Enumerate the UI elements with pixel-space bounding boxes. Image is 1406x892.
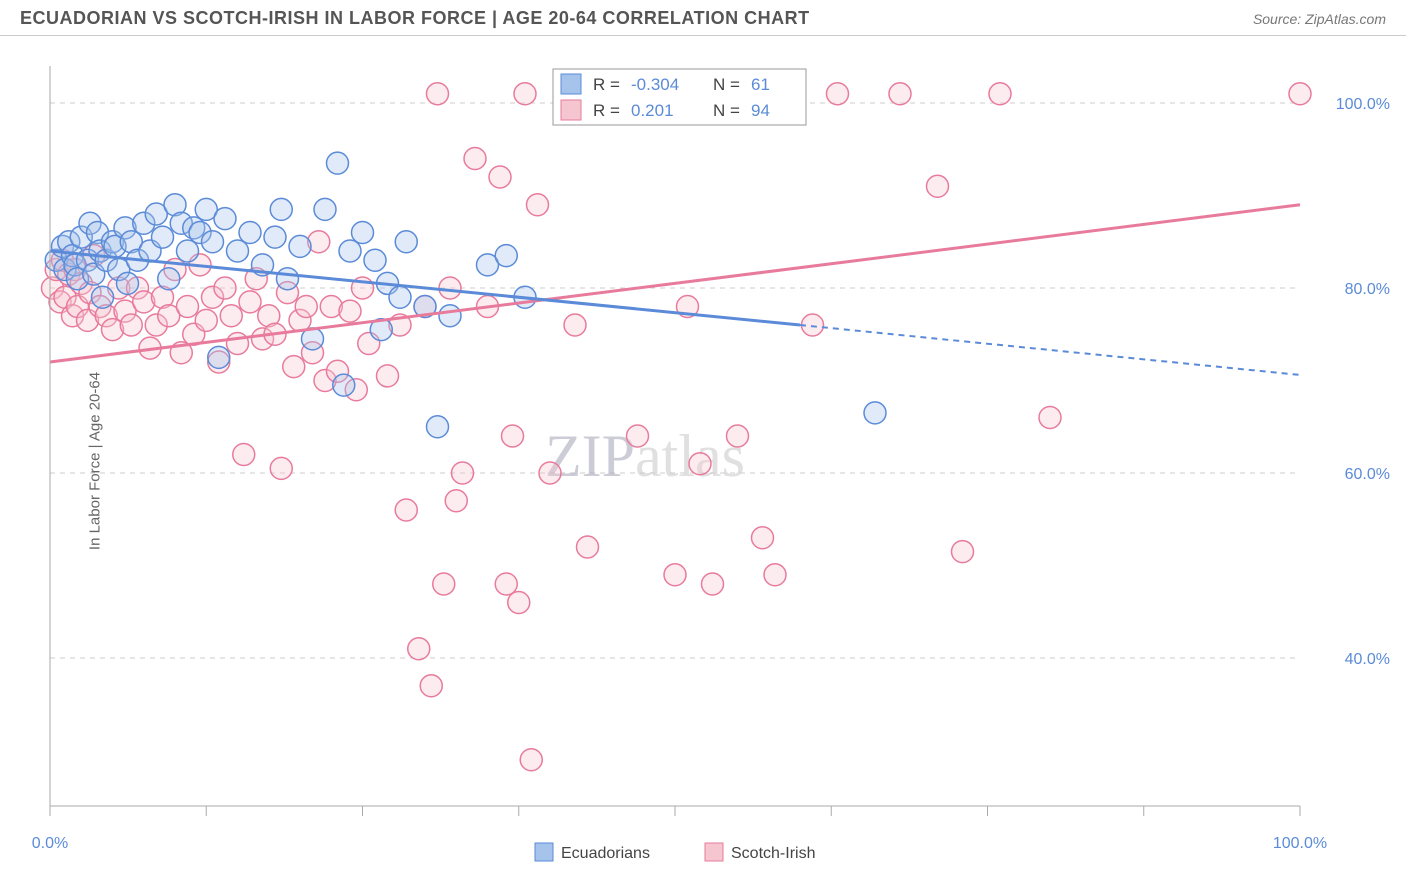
data-point	[514, 83, 536, 105]
chart-container: In Labor Force | Age 20-64 40.0%60.0%80.…	[0, 36, 1406, 886]
data-point	[433, 573, 455, 595]
stats-r-value: 0.201	[631, 101, 674, 120]
data-point	[283, 356, 305, 378]
stats-n-value: 94	[751, 101, 770, 120]
y-tick-label: 40.0%	[1345, 651, 1390, 668]
data-point	[452, 462, 474, 484]
data-point	[502, 425, 524, 447]
data-point	[202, 231, 224, 253]
data-point	[152, 226, 174, 248]
data-point	[214, 208, 236, 230]
trend-line-ecuadorians-extrapolated	[800, 325, 1300, 375]
data-point	[389, 286, 411, 308]
data-point	[664, 564, 686, 586]
data-point	[864, 402, 886, 424]
data-point	[927, 175, 949, 197]
trend-line-scotch-irish	[50, 205, 1300, 362]
data-point	[264, 226, 286, 248]
stats-n-value: 61	[751, 75, 770, 94]
data-point	[439, 305, 461, 327]
data-point	[1289, 83, 1311, 105]
data-point	[395, 499, 417, 521]
data-point	[214, 277, 236, 299]
data-point	[120, 314, 142, 336]
data-point	[427, 83, 449, 105]
data-point	[364, 249, 386, 271]
data-point	[520, 749, 542, 771]
data-point	[177, 296, 199, 318]
y-axis-label: In Labor Force | Age 20-64	[87, 372, 104, 550]
data-point	[539, 462, 561, 484]
y-tick-label: 60.0%	[1345, 466, 1390, 483]
data-point	[989, 83, 1011, 105]
data-point	[327, 152, 349, 174]
correlation-scatter-chart: 40.0%60.0%80.0%100.0%ZIPatlas0.0%100.0%R…	[0, 36, 1406, 886]
data-point	[270, 457, 292, 479]
data-point	[339, 300, 361, 322]
data-point	[195, 309, 217, 331]
data-point	[764, 564, 786, 586]
data-point	[270, 198, 292, 220]
data-point	[527, 194, 549, 216]
data-point	[352, 222, 374, 244]
data-point	[489, 166, 511, 188]
data-point	[464, 148, 486, 170]
stats-swatch	[561, 100, 581, 120]
data-point	[333, 374, 355, 396]
data-point	[314, 198, 336, 220]
data-point	[408, 638, 430, 660]
chart-title: ECUADORIAN VS SCOTCH-IRISH IN LABOR FORC…	[20, 8, 810, 29]
data-point	[564, 314, 586, 336]
data-point	[827, 83, 849, 105]
x-tick-label: 100.0%	[1273, 835, 1327, 852]
data-point	[395, 231, 417, 253]
stats-r-label: R =	[593, 101, 620, 120]
data-point	[227, 333, 249, 355]
data-point	[495, 573, 517, 595]
data-point	[92, 286, 114, 308]
legend-swatch	[705, 843, 723, 861]
data-point	[289, 235, 311, 257]
data-point	[1039, 407, 1061, 429]
data-point	[420, 675, 442, 697]
legend-swatch	[535, 843, 553, 861]
data-point	[952, 541, 974, 563]
x-tick-label: 0.0%	[32, 835, 68, 852]
data-point	[233, 444, 255, 466]
data-point	[627, 425, 649, 447]
stats-n-label: N =	[713, 101, 740, 120]
source-attribution: Source: ZipAtlas.com	[1253, 11, 1386, 27]
data-point	[277, 268, 299, 290]
data-point	[727, 425, 749, 447]
data-point	[427, 416, 449, 438]
stats-swatch	[561, 74, 581, 94]
data-point	[377, 365, 399, 387]
data-point	[752, 527, 774, 549]
data-point	[508, 592, 530, 614]
data-point	[220, 305, 242, 327]
data-point	[295, 296, 317, 318]
data-point	[339, 240, 361, 262]
data-point	[702, 573, 724, 595]
data-point	[158, 268, 180, 290]
data-point	[689, 453, 711, 475]
data-point	[445, 490, 467, 512]
stats-r-value: -0.304	[631, 75, 679, 94]
data-point	[495, 245, 517, 267]
data-point	[239, 222, 261, 244]
data-point	[227, 240, 249, 262]
y-tick-label: 100.0%	[1336, 96, 1390, 113]
stats-n-label: N =	[713, 75, 740, 94]
legend-label: Scotch-Irish	[731, 845, 815, 862]
data-point	[889, 83, 911, 105]
data-point	[239, 291, 261, 313]
data-point	[439, 277, 461, 299]
y-tick-label: 80.0%	[1345, 281, 1390, 298]
data-point	[117, 272, 139, 294]
legend-label: Ecuadorians	[561, 845, 650, 862]
data-point	[577, 536, 599, 558]
data-point	[177, 240, 199, 262]
data-point	[208, 346, 230, 368]
stats-r-label: R =	[593, 75, 620, 94]
